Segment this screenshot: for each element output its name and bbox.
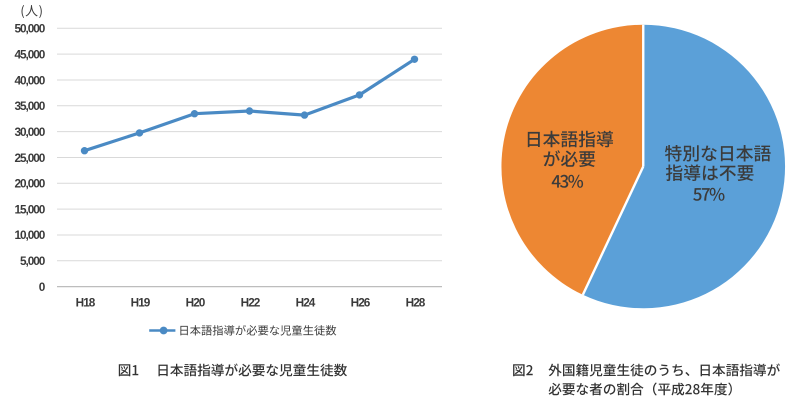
svg-text:H20: H20 xyxy=(186,295,206,309)
svg-text:10,000: 10,000 xyxy=(15,228,46,242)
svg-text:5,000: 5,000 xyxy=(20,254,46,268)
svg-text:H24: H24 xyxy=(296,295,316,309)
svg-text:30,000: 30,000 xyxy=(15,125,46,139)
svg-text:35,000: 35,000 xyxy=(15,99,46,113)
svg-text:15,000: 15,000 xyxy=(15,202,46,216)
svg-text:H19: H19 xyxy=(131,295,151,309)
svg-text:H22: H22 xyxy=(241,295,261,309)
svg-text:H28: H28 xyxy=(406,295,426,309)
svg-text:45,000: 45,000 xyxy=(15,47,46,61)
svg-text:H26: H26 xyxy=(351,295,371,309)
svg-text:H18: H18 xyxy=(76,295,96,309)
svg-text:50,000: 50,000 xyxy=(15,22,46,36)
svg-text:25,000: 25,000 xyxy=(15,151,46,165)
svg-text:0: 0 xyxy=(39,280,46,294)
svg-text:20,000: 20,000 xyxy=(15,177,46,191)
svg-text:40,000: 40,000 xyxy=(15,73,46,87)
